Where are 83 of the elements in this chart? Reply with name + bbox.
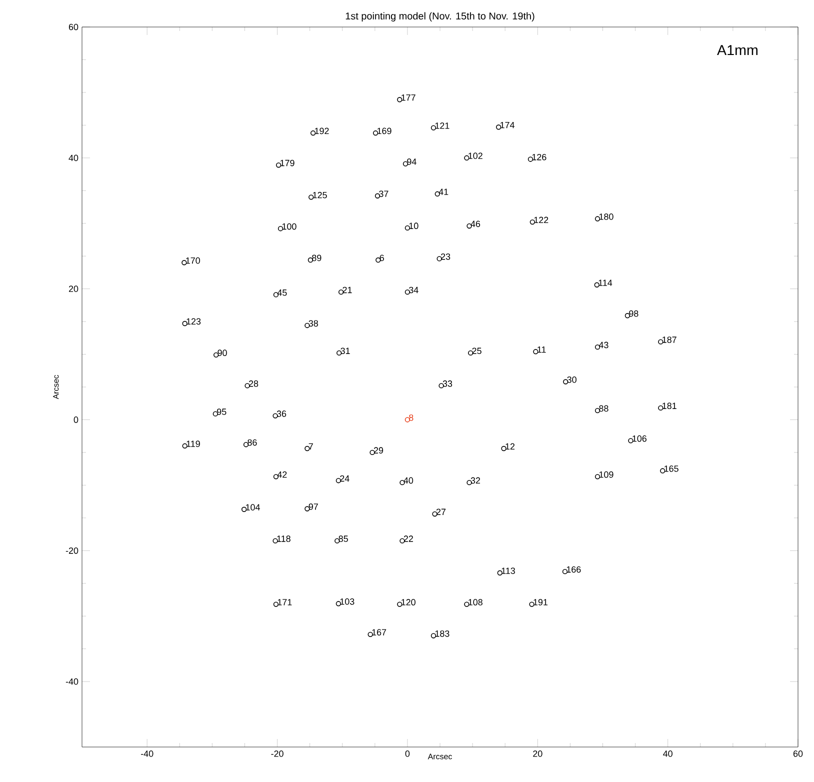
- x-tick-label: -40: [141, 750, 154, 757]
- x-tick-label: 0: [405, 750, 410, 757]
- annotation: 25: [472, 348, 482, 354]
- annotation: 6: [380, 254, 384, 262]
- annotation: 118: [277, 536, 290, 542]
- annotation: 40: [404, 477, 414, 484]
- annotation: 104: [246, 504, 260, 510]
- annotation: 23: [441, 253, 450, 260]
- annotation: 103: [340, 598, 354, 605]
- annotation: 180: [599, 214, 614, 220]
- annotation: 36: [276, 410, 286, 417]
- annotation: 38: [308, 320, 318, 327]
- annotation: 123: [186, 318, 201, 325]
- annotation: 171: [278, 599, 292, 606]
- y-tick-label: 60: [68, 24, 78, 30]
- annotation: 181: [662, 402, 676, 410]
- annotation: 37: [379, 190, 388, 197]
- annotation: 100: [282, 223, 296, 230]
- annotation: 22: [404, 536, 413, 542]
- annotation: 166: [566, 566, 581, 573]
- annotation: A1mm: [717, 45, 758, 56]
- annotation: 113: [502, 568, 515, 574]
- annotation: 24: [340, 475, 350, 482]
- annotation: 183: [435, 630, 450, 637]
- annotation: 169: [377, 128, 392, 134]
- x-tick-label: 40: [663, 750, 672, 757]
- annotation: 8: [409, 414, 414, 421]
- annotation: 94: [407, 158, 416, 165]
- annotation: 45: [277, 290, 287, 296]
- annotation: 41: [438, 188, 448, 195]
- annotation: 165: [664, 466, 678, 472]
- annotation: 21: [342, 286, 352, 294]
- annotation: 192: [314, 128, 329, 134]
- annotation: 97: [308, 503, 318, 510]
- y-tick-label: 0: [74, 416, 78, 423]
- annotation: 32: [470, 477, 480, 484]
- annotation: 7: [308, 443, 313, 450]
- y-tick-label: -40: [66, 678, 78, 685]
- annotation: 85: [338, 536, 348, 542]
- annotation: 179: [280, 160, 294, 166]
- annotation: 89: [312, 254, 322, 262]
- x-tick-label: 60: [793, 750, 803, 757]
- annotation: 170: [186, 257, 200, 264]
- annotation: 108: [468, 599, 482, 606]
- annotation: 121: [435, 122, 450, 129]
- annotation: 88: [599, 405, 608, 412]
- annotation: 98: [629, 310, 638, 317]
- y-tick-label: 40: [68, 154, 78, 162]
- annotation: 43: [598, 342, 608, 348]
- annotation: 30: [567, 376, 576, 383]
- annotation: 31: [340, 348, 350, 354]
- annotation: 46: [470, 220, 480, 228]
- annotation: 27: [436, 508, 446, 515]
- annotation: 95: [217, 408, 226, 415]
- x-tick-label: -20: [271, 750, 284, 757]
- annotation: 125: [313, 192, 327, 198]
- y-tick-label: 20: [68, 286, 78, 292]
- annotation: 86: [248, 439, 257, 446]
- annotation: 42: [277, 471, 287, 478]
- annotation: 187: [662, 336, 676, 343]
- y-tick-label: -20: [66, 547, 78, 554]
- annotation: 120: [402, 599, 416, 606]
- annotation: 106: [632, 435, 646, 442]
- annotation: 119: [186, 440, 200, 447]
- annotation: 109: [599, 471, 614, 478]
- chart-title: 1st pointing model (Nov. 15th to Nov. 19th): [346, 12, 534, 22]
- annotation: 34: [409, 286, 418, 294]
- annotation: 177: [402, 94, 416, 101]
- annotation: 102: [468, 152, 482, 159]
- annotation: 10: [409, 222, 418, 230]
- annotation: 174: [500, 122, 514, 128]
- annotation: 33: [442, 380, 452, 387]
- annotation: 29: [374, 447, 384, 454]
- annotation: 126: [532, 154, 546, 160]
- annotation: 191: [534, 599, 548, 606]
- annotation: 114: [598, 280, 612, 286]
- x-tick-label: 20: [533, 750, 542, 757]
- annotation: 12: [506, 443, 515, 450]
- annotation: 167: [372, 629, 386, 636]
- annotation: 11: [538, 346, 546, 353]
- annotation: 28: [248, 380, 258, 387]
- annotation: 90: [218, 350, 227, 356]
- annotation: 122: [534, 216, 548, 224]
